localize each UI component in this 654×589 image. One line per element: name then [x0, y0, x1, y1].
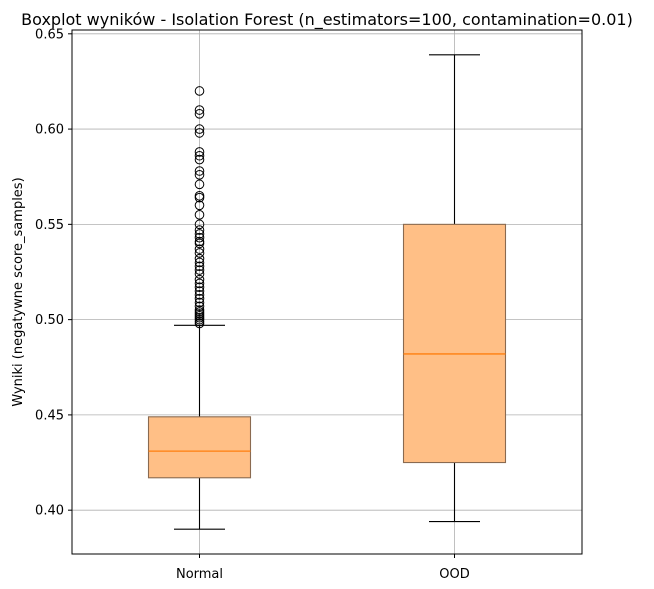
outlier-point — [194, 265, 205, 275]
iqr-box — [402, 223, 507, 464]
grid-lines — [72, 30, 582, 554]
outlier-point — [194, 210, 205, 220]
outlier-point — [194, 147, 205, 157]
y-tick-label: 0.55 — [35, 218, 64, 233]
box-group-normal — [147, 86, 252, 530]
outlier-point — [194, 248, 205, 258]
outlier-point — [194, 301, 205, 312]
y-axis-label: Wyniki (negatywne score_samples) — [11, 177, 26, 406]
x-tick-label: Normal — [176, 567, 223, 582]
outlier-point — [194, 170, 205, 180]
outlier-point — [194, 257, 205, 268]
outlier-point — [194, 192, 205, 203]
outlier-point — [194, 229, 205, 239]
outlier-point — [194, 232, 205, 243]
outlier-point — [194, 261, 205, 272]
outlier-point — [194, 286, 205, 296]
outlier-point — [194, 293, 205, 304]
outlier-point — [194, 318, 205, 329]
y-tick-label: 0.65 — [35, 27, 64, 42]
outlier-point — [194, 297, 205, 308]
outlier-point — [194, 109, 205, 119]
outlier-point — [194, 166, 205, 176]
outlier-point — [194, 269, 205, 279]
outlier-point — [194, 238, 205, 249]
y-tick-label: 0.60 — [35, 123, 64, 138]
outlier-point — [194, 278, 205, 289]
plot-area — [147, 54, 507, 530]
outlier-point — [194, 219, 205, 230]
outlier-point — [194, 86, 205, 96]
outlier-point — [194, 128, 205, 138]
iqr-box — [147, 416, 252, 479]
y-tick-label: 0.50 — [35, 313, 64, 328]
outlier-point — [194, 150, 205, 161]
y-tick-label: 0.45 — [35, 408, 64, 423]
outlier-point — [194, 154, 205, 165]
outlier-point — [194, 200, 205, 211]
y-tick-label: 0.40 — [35, 504, 64, 519]
chart-title: Boxplot wyników - Isolation Forest (n_es… — [21, 10, 633, 30]
outlier-point — [194, 290, 205, 300]
outlier-point — [194, 179, 205, 190]
outlier-point — [194, 244, 205, 254]
outlier-point — [194, 105, 205, 115]
x-tick-label: OOD — [439, 567, 469, 582]
outlier-point — [194, 274, 205, 285]
outlier-point — [194, 124, 205, 134]
outlier-point — [194, 253, 205, 264]
box-group-ood — [402, 54, 507, 523]
outlier-point — [194, 225, 205, 235]
x-axis-ticks: Normal OOD — [176, 554, 470, 582]
outlier-point — [194, 282, 205, 293]
y-axis-ticks: 0.40 0.45 0.50 0.55 0.60 0.65 — [35, 27, 72, 519]
plot-frame — [71, 29, 583, 555]
